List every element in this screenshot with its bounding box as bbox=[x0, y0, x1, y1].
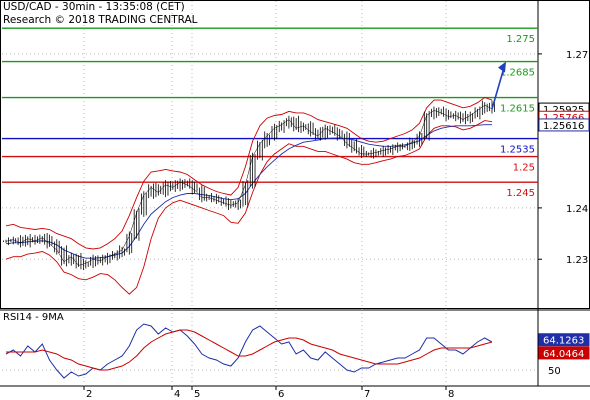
level-label-1.2615: 1.2615 bbox=[500, 104, 535, 115]
forecast-arrowhead bbox=[498, 61, 506, 73]
price-tick-label: 1.27 bbox=[566, 50, 588, 61]
rsi-value-label: 64.1263 bbox=[543, 336, 584, 347]
level-label-1.2535: 1.2535 bbox=[500, 145, 535, 156]
rsi-value-label: 64.0464 bbox=[543, 349, 584, 360]
level-label-1.275: 1.275 bbox=[506, 34, 535, 45]
forecast-arrow-line bbox=[491, 67, 505, 110]
price-label-last: 1.25925 bbox=[543, 105, 584, 116]
close-line bbox=[5, 104, 493, 266]
moving-average-line bbox=[5, 124, 492, 259]
price-tick-label: 1.23 bbox=[566, 255, 588, 266]
time-tick-label: 5 bbox=[194, 389, 200, 400]
level-label-1.245: 1.245 bbox=[506, 188, 535, 199]
rsi-series-RSI14 bbox=[5, 323, 493, 379]
price-bars bbox=[3, 100, 495, 271]
time-tick-label: 8 bbox=[448, 389, 454, 400]
price-label-box bbox=[538, 118, 590, 132]
rsi-tick-label: 50 bbox=[548, 366, 561, 377]
level-label-1.2685: 1.2685 bbox=[500, 68, 535, 79]
bollinger-lower-band bbox=[5, 120, 493, 295]
rsi-series-9MA bbox=[6, 329, 493, 371]
level-label-1.25: 1.25 bbox=[513, 163, 535, 174]
time-tick-label: 7 bbox=[364, 389, 370, 400]
chart-title: USD/CAD - 30min - 13:35:08 (CET) bbox=[3, 1, 185, 13]
rsi-value-box bbox=[538, 346, 590, 360]
bollinger-upper-band bbox=[5, 96, 493, 250]
time-tick-label: 6 bbox=[278, 389, 284, 400]
chart-copyright: Research © 2018 TRADING CENTRAL bbox=[3, 14, 198, 26]
price-label-ma: 1.25616 bbox=[543, 121, 584, 132]
price-tick-label: 1.24 bbox=[566, 204, 588, 215]
time-tick-label: 2 bbox=[86, 389, 92, 400]
time-tick-label: 4 bbox=[174, 389, 180, 400]
rsi-panel-title: RSI14 - 9MA bbox=[3, 312, 64, 323]
rsi-value-box bbox=[538, 333, 590, 347]
